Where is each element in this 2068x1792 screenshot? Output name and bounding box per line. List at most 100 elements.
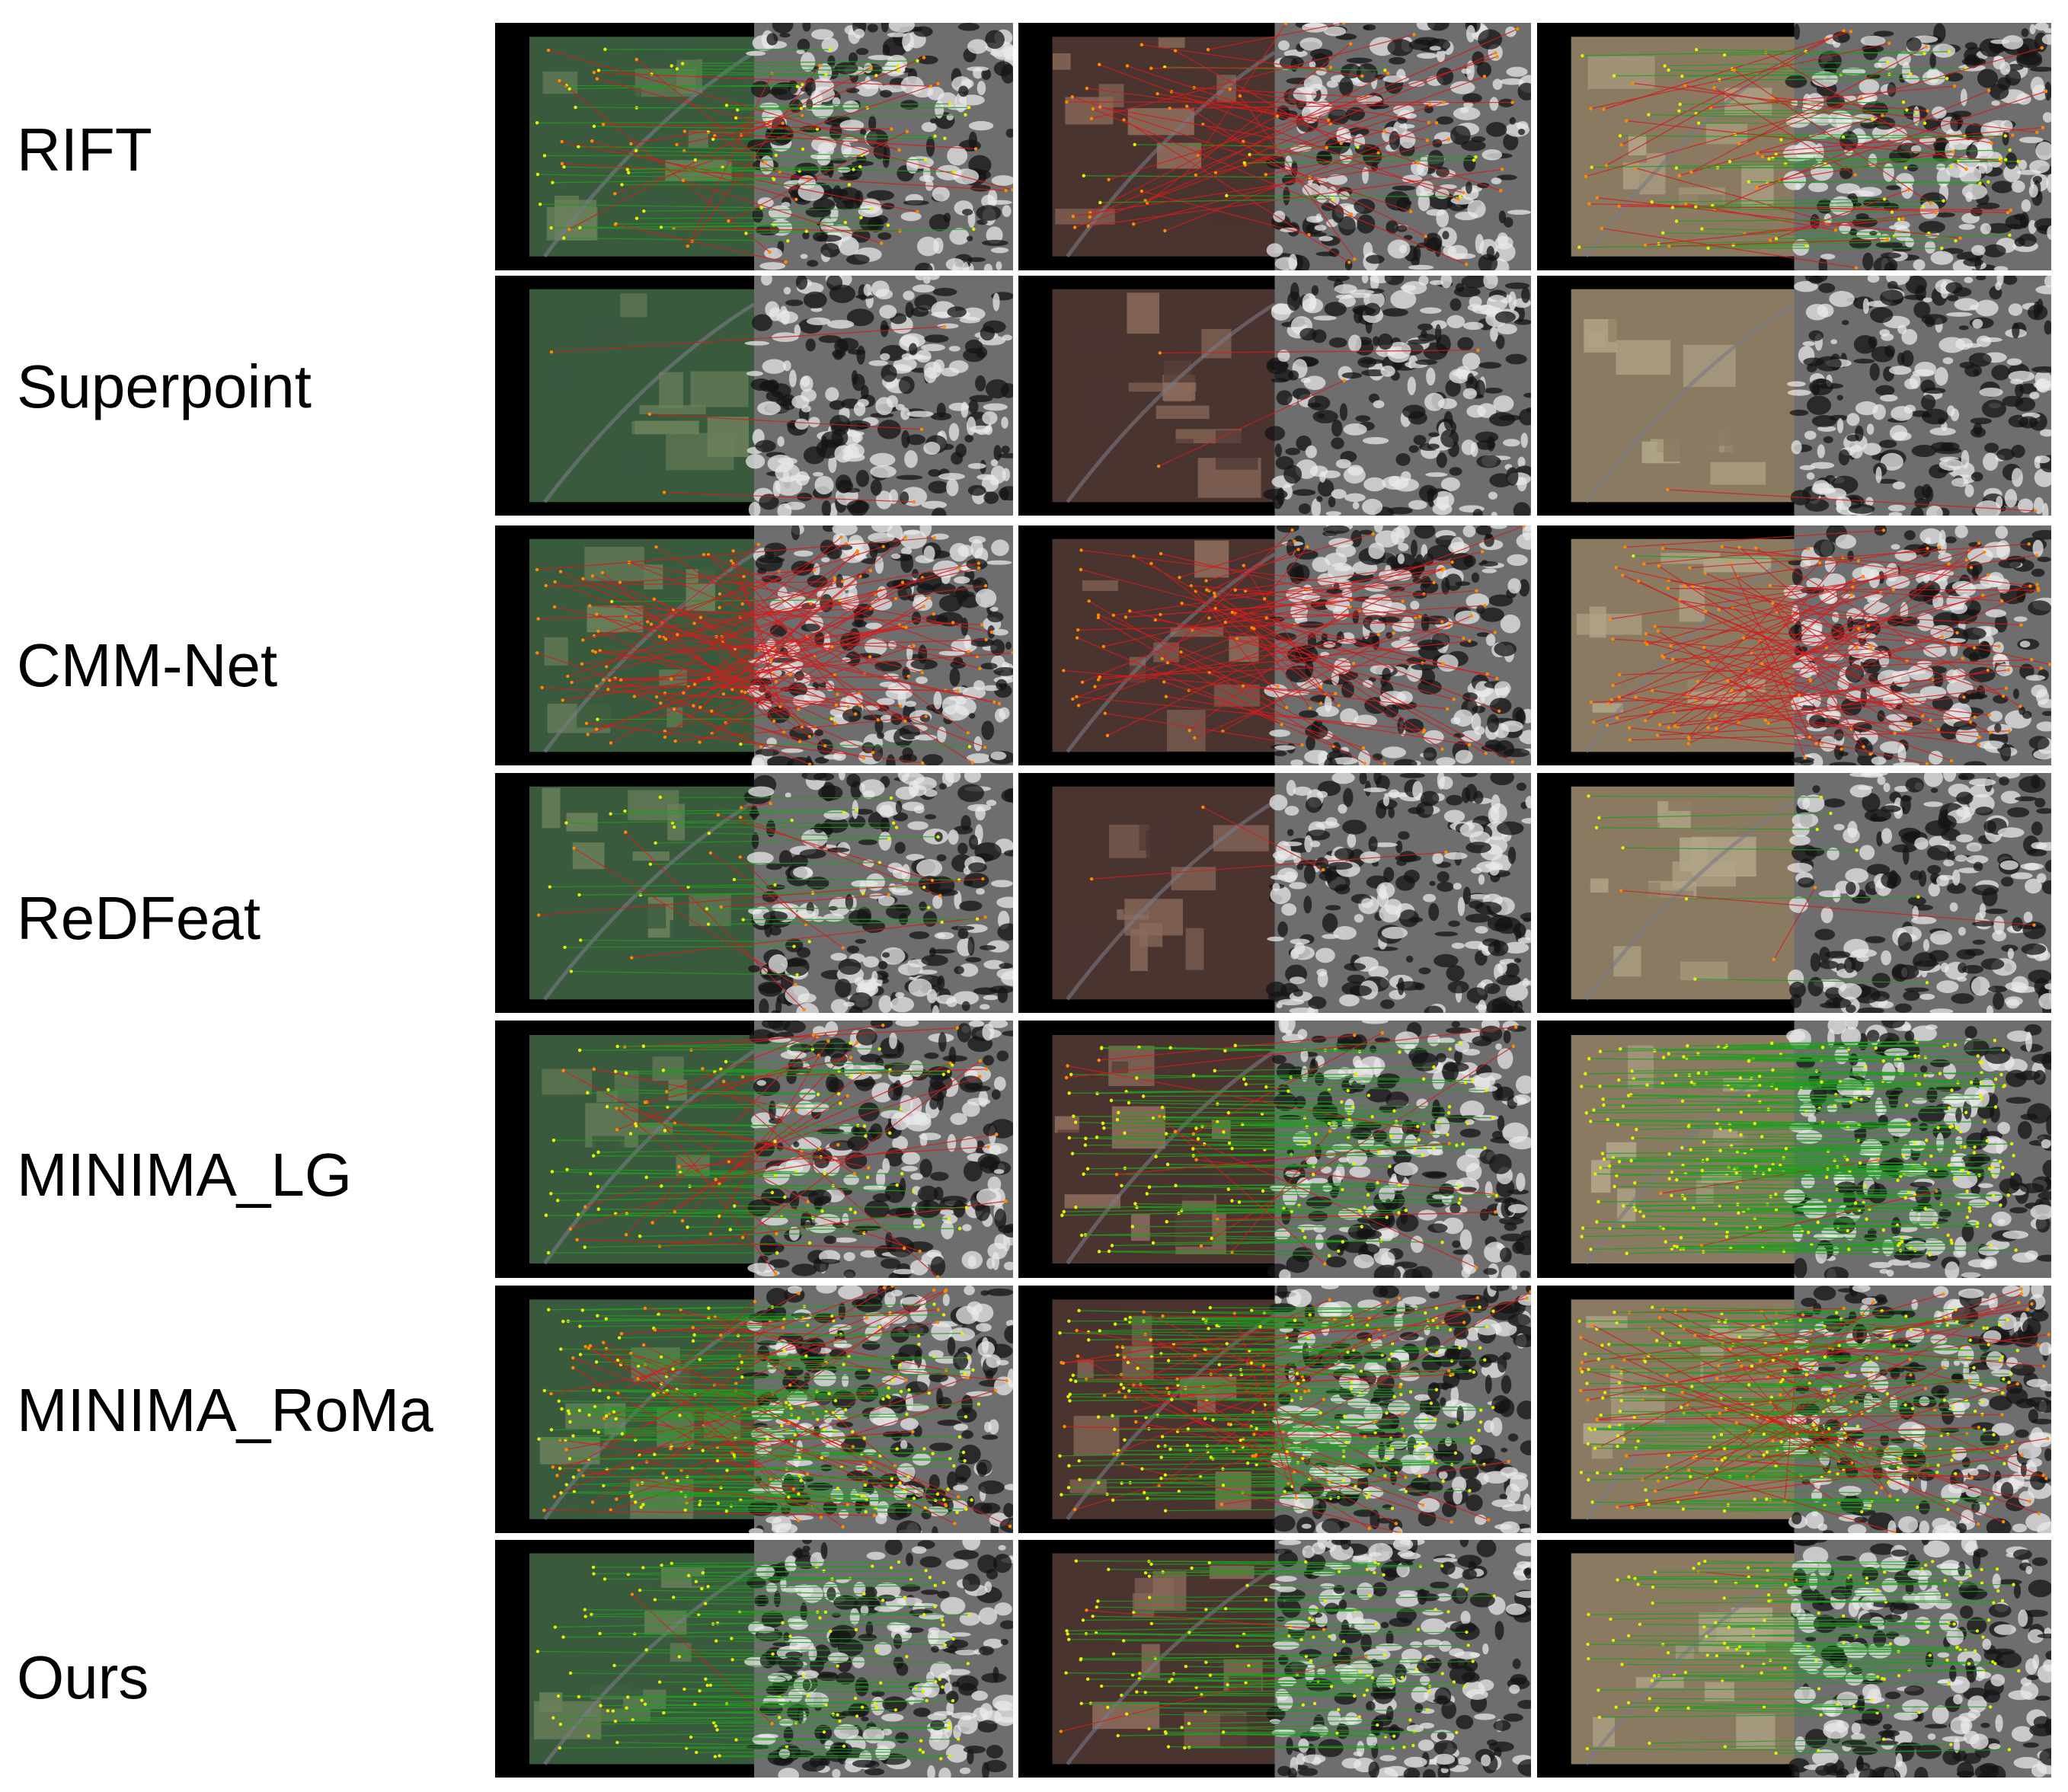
sar-speckle xyxy=(1004,787,1013,803)
sar-speckle xyxy=(968,862,987,873)
keypoint xyxy=(1987,88,1991,93)
keypoint xyxy=(627,171,631,175)
sar-speckle xyxy=(1923,939,1930,952)
sar-speckle xyxy=(881,952,890,958)
wrong-match-line xyxy=(1191,585,1403,602)
wrong-match-line xyxy=(1181,602,1443,664)
optical-field-patch xyxy=(1149,211,1187,227)
keypoint xyxy=(1594,826,1599,829)
keypoint xyxy=(1893,731,1897,735)
sar-speckle xyxy=(1999,776,2009,786)
sar-speckle xyxy=(1466,24,1475,43)
optical-field-patch xyxy=(1587,56,1655,89)
sar-speckle xyxy=(1386,220,1398,234)
sar-speckle xyxy=(1478,874,1485,885)
sar-speckle xyxy=(976,1188,1002,1206)
correct-match-line xyxy=(1619,135,1844,138)
keypoint xyxy=(1290,528,1294,532)
keypoint xyxy=(1592,720,1596,724)
keypoint xyxy=(1500,168,1504,171)
wrong-match-line xyxy=(1179,541,1295,578)
sar-speckle xyxy=(925,276,940,280)
sar-speckle xyxy=(1859,78,1880,94)
sar-speckle xyxy=(1810,161,1833,181)
keypoint xyxy=(797,739,802,743)
correct-match-line xyxy=(655,838,890,844)
correct-match-line xyxy=(1733,240,1956,246)
keypoint xyxy=(1947,50,1951,54)
keypoint xyxy=(762,161,767,165)
sar-speckle xyxy=(1289,1007,1315,1013)
sar-speckle xyxy=(1398,543,1409,551)
keypoint xyxy=(1926,109,1929,113)
keypoint xyxy=(1768,583,1772,587)
wrong-match-line xyxy=(1590,43,1890,110)
keypoint xyxy=(1658,723,1662,727)
sar-speckle xyxy=(899,1177,906,1196)
sar-speckle xyxy=(1976,335,1992,347)
optical-field-patch xyxy=(621,445,652,480)
keypoint xyxy=(2009,208,2013,212)
sar-speckle xyxy=(987,612,1004,623)
keypoint xyxy=(1714,714,1718,718)
keypoint xyxy=(1168,107,1171,110)
optical-field-patch xyxy=(688,129,708,149)
sar-speckle xyxy=(1782,171,1807,190)
optical-field-patch xyxy=(546,358,577,388)
sar-speckle xyxy=(1857,1007,1884,1013)
sar-speckle xyxy=(1506,467,1519,486)
sar-speckle xyxy=(1921,394,1936,410)
correct-match-line xyxy=(676,68,899,72)
sar-speckle xyxy=(903,200,929,206)
sar-speckle xyxy=(1488,806,1500,824)
wrong-match-line xyxy=(1597,197,1961,239)
sar-speckle xyxy=(1348,289,1375,295)
keypoint xyxy=(823,744,827,748)
sar-speckle xyxy=(783,286,791,295)
sar-speckle xyxy=(870,479,882,496)
keypoint xyxy=(1674,166,1679,170)
keypoint xyxy=(1683,584,1687,588)
keypoint xyxy=(989,630,994,634)
sar-speckle xyxy=(1823,798,1846,808)
sar-speckle xyxy=(985,560,1012,565)
optical-road xyxy=(1584,800,1795,1001)
keypoint xyxy=(1954,238,1958,243)
row-label-superpoint: Superpoint xyxy=(17,353,312,420)
keypoint xyxy=(1325,145,1328,150)
keypoint xyxy=(1204,579,1208,583)
sar-speckle xyxy=(2016,169,2042,175)
keypoint xyxy=(1011,651,1013,655)
wrong-match-line xyxy=(659,603,811,637)
wrong-match-line xyxy=(1654,625,1999,647)
optical-field-patch xyxy=(542,787,561,829)
wrong-match-line xyxy=(1779,151,1954,181)
sar-speckle xyxy=(962,209,973,216)
wrong-match-line xyxy=(628,561,807,637)
keypoint xyxy=(834,703,839,707)
sar-speckle xyxy=(872,1193,891,1203)
keypoint xyxy=(1923,121,1927,125)
sar-speckle xyxy=(1914,498,1930,509)
sar-speckle xyxy=(1302,183,1322,196)
sar-speckle xyxy=(2035,842,2051,851)
sar-speckle xyxy=(1936,874,1949,886)
sar-speckle xyxy=(989,606,999,612)
correct-match-line xyxy=(1748,181,1980,184)
sar-speckle xyxy=(1317,573,1335,586)
sar-speckle xyxy=(791,1263,817,1276)
sar-speckle xyxy=(838,236,859,256)
sar-speckle xyxy=(2040,429,2051,437)
sar-speckle xyxy=(929,949,956,954)
sar-speckle xyxy=(855,48,869,56)
keypoint xyxy=(784,260,788,264)
wrong-match-line xyxy=(1162,529,1293,660)
wrong-match-line xyxy=(539,878,983,916)
sar-speckle xyxy=(1388,807,1395,819)
keypoint xyxy=(608,679,612,682)
keypoint xyxy=(1924,45,1928,49)
keypoint xyxy=(854,712,858,716)
keypoint xyxy=(663,637,668,641)
optical-field-patch xyxy=(666,433,734,471)
keypoint xyxy=(920,670,924,675)
